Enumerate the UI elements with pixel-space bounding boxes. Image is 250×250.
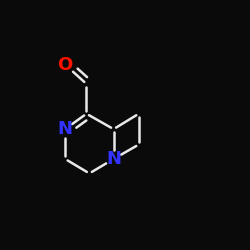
- Text: N: N: [106, 150, 121, 168]
- Text: N: N: [58, 120, 73, 138]
- Text: O: O: [58, 56, 73, 74]
